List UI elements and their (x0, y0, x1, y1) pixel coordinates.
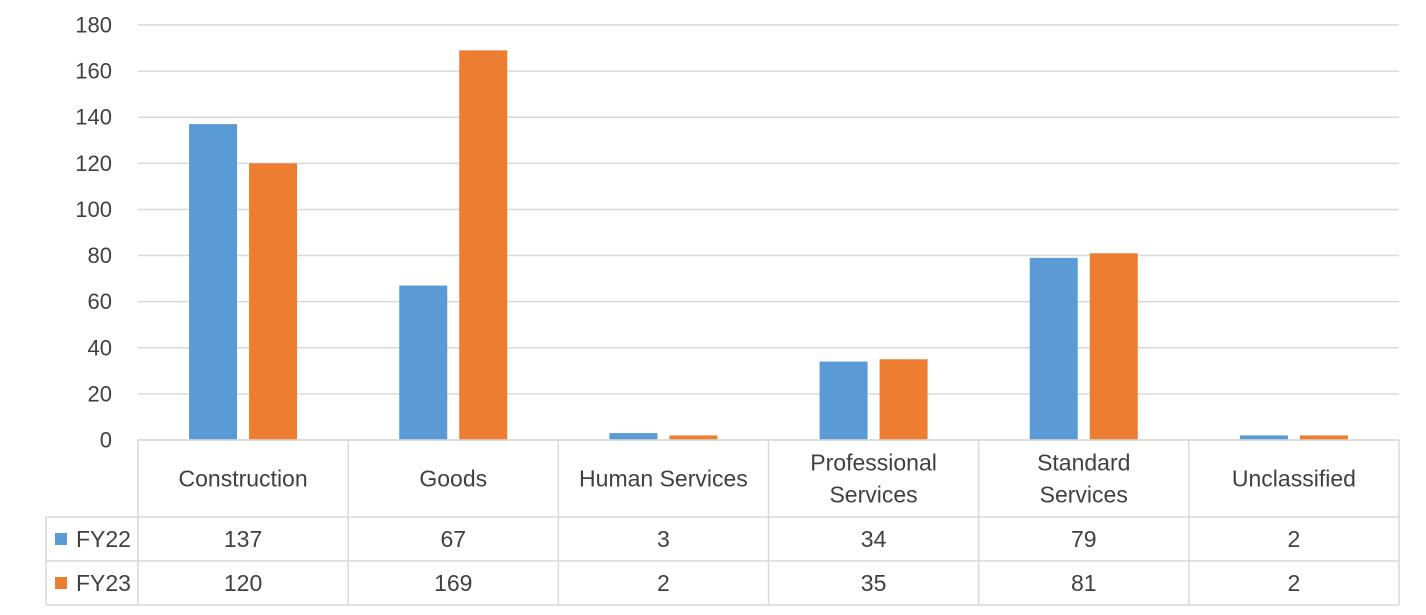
data-label: 67 (440, 526, 466, 552)
data-label: 2 (657, 570, 670, 596)
x-tick-label: Professional (810, 450, 937, 476)
legend-label: FY23 (76, 570, 131, 596)
gridlines (138, 24, 1399, 441)
y-tick-label: 160 (75, 59, 112, 84)
x-tick-label: Construction (179, 466, 308, 492)
bar-fy23 (669, 435, 718, 440)
bar-fy22 (609, 433, 658, 440)
bar-fy23 (879, 359, 928, 440)
bar-fy22 (1239, 435, 1288, 440)
y-tick-label: 100 (75, 197, 112, 222)
y-tick-label: 180 (75, 13, 112, 38)
x-tick-label: Human Services (579, 466, 748, 492)
x-tick-label: Services (1040, 482, 1128, 508)
y-tick-label: 140 (75, 105, 112, 130)
data-label: 34 (861, 526, 887, 552)
x-tick-label: Unclassified (1232, 466, 1356, 492)
bar-fy22 (819, 361, 868, 440)
bar-fy23 (1089, 253, 1138, 440)
legend-swatch-fy22 (55, 533, 67, 545)
data-label: 2 (1288, 570, 1301, 596)
data-label: 169 (434, 570, 472, 596)
legend-label: FY22 (76, 526, 131, 552)
y-axis-ticks: 0 20 40 60 80 100 120 140 160 180 (75, 13, 112, 453)
bar-fy23 (1299, 435, 1348, 440)
bar-fy22 (399, 285, 448, 440)
data-label: 2 (1288, 526, 1301, 552)
y-tick-label: 120 (75, 151, 112, 176)
x-tick-label: Goods (419, 466, 487, 492)
bar-fy23 (459, 50, 508, 440)
x-tick-label: Standard (1037, 450, 1130, 476)
bar-fy22 (1029, 257, 1078, 440)
y-tick-label: 80 (88, 243, 112, 268)
data-label: 137 (224, 526, 262, 552)
data-label: 35 (861, 570, 887, 596)
bars (189, 50, 1348, 441)
data-label: 81 (1071, 570, 1097, 596)
data-label: 3 (657, 526, 670, 552)
bar-fy22 (189, 124, 238, 440)
data-table: Construction Goods Human Services Professio… (45, 439, 1400, 606)
x-tick-label: Services (829, 482, 917, 508)
data-label: 120 (224, 570, 262, 596)
data-label: 79 (1071, 526, 1097, 552)
legend-swatch-fy23 (55, 577, 67, 589)
y-tick-label: 20 (88, 381, 112, 406)
y-tick-label: 40 (88, 335, 112, 360)
bar-fy23 (249, 163, 298, 441)
y-tick-label: 60 (88, 289, 112, 314)
y-tick-label: 0 (100, 428, 112, 453)
